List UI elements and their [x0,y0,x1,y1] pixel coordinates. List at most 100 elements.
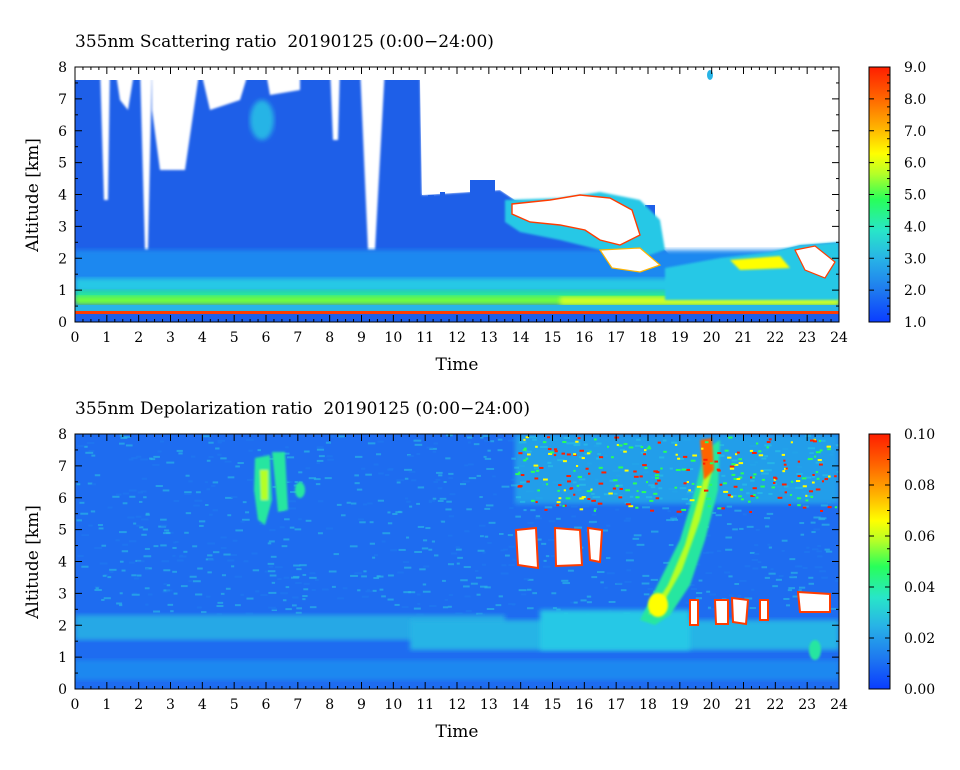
texture-cell [447,563,455,566]
texture-cell [738,462,744,465]
texture-cell [408,470,416,473]
texture-cell [644,466,648,469]
texture-cell [547,448,552,451]
texture-cell [618,466,624,469]
y-tick-label: 6 [58,124,67,140]
texture-cell [133,577,139,580]
texture-cell [131,593,140,596]
texture-cell [103,597,111,600]
texture-cell [337,597,344,600]
texture-cell [101,544,107,547]
texture-cell [245,612,254,615]
texture-cell [340,514,346,517]
texture-cell [754,544,759,547]
texture-cell [522,449,527,452]
texture-cell [296,568,302,571]
texture-cell [690,459,696,462]
chart-title-depolarization: 355nm Depolarization ratio 20190125 (0:0… [75,399,530,419]
texture-cell [271,609,277,612]
texture-cell [484,439,490,442]
texture-cell [695,597,702,600]
texture-cell [486,467,495,470]
texture-cell [509,507,514,510]
texture-cell [240,593,244,596]
texture-cell [487,541,492,544]
texture-cell [618,444,623,447]
x-tick-label: 18 [639,697,657,713]
texture-cell [325,441,332,444]
texture-cell [203,435,211,438]
texture-cell [742,513,747,516]
x-tick-label: 12 [448,330,466,346]
texture-cell [758,450,762,453]
texture-cell [497,449,503,452]
texture-cell [139,500,143,503]
texture-cell [752,567,759,570]
x-tick-label: 14 [512,330,530,346]
texture-cell [739,527,744,530]
texture-cell [657,441,661,444]
texture-cell [290,491,297,494]
texture-cell [551,592,557,595]
texture-cell [643,593,650,596]
texture-cell [727,494,731,497]
texture-cell [734,582,740,585]
texture-cell [433,442,439,445]
texture-cell [589,450,592,453]
texture-cell [625,503,631,506]
texture-cell [153,545,159,548]
texture-cell [220,592,225,595]
texture-cell [632,537,640,540]
texture-cell [141,533,147,536]
texture-cell [466,508,472,511]
texture-cell [284,518,290,521]
texture-cell [709,462,714,465]
texture-cell [580,599,587,602]
texture-cell [365,590,373,593]
texture-cell [282,599,287,602]
texture-cell [546,483,549,486]
texture-cell [624,580,632,583]
texture-cell [184,531,189,534]
texture-cell [141,518,149,521]
texture-cell [640,446,644,449]
texture-cell [118,442,125,445]
texture-cell [681,508,687,511]
texture-cell [604,586,608,589]
x-tick-label: 2 [134,330,143,346]
texture-cell [625,489,631,492]
texture-cell [727,456,732,459]
texture-cell [786,604,790,607]
texture-cell [428,499,436,502]
texture-cell [790,571,798,574]
texture-cell [579,497,584,500]
texture-cell [750,495,755,498]
texture-cell [636,490,639,493]
texture-cell [160,518,167,521]
ylabel-depolarization: Altitude [km] [23,505,43,620]
y-tick-label: 5 [58,523,67,539]
texture-cell [623,443,628,446]
texture-cell [220,547,227,550]
texture-cell [402,561,410,564]
texture-cell [758,454,764,457]
texture-cell [465,610,472,613]
texture-cell [633,534,642,537]
texture-cell [547,436,551,439]
texture-cell [586,452,591,455]
texture-cell [131,574,137,577]
texture-cell [668,544,674,547]
texture-cell [455,548,462,551]
texture-cell [749,510,752,513]
texture-cell [153,610,161,613]
texture-cell [729,467,735,470]
texture-cell [810,521,816,524]
texture-cell [267,570,276,573]
texture-cell [234,604,241,607]
texture-cell [607,445,610,448]
texture-cell [818,517,827,520]
x-tick-label: 24 [830,330,848,346]
texture-cell [361,575,367,578]
texture-cell [526,607,534,610]
texture-cell [145,603,149,606]
